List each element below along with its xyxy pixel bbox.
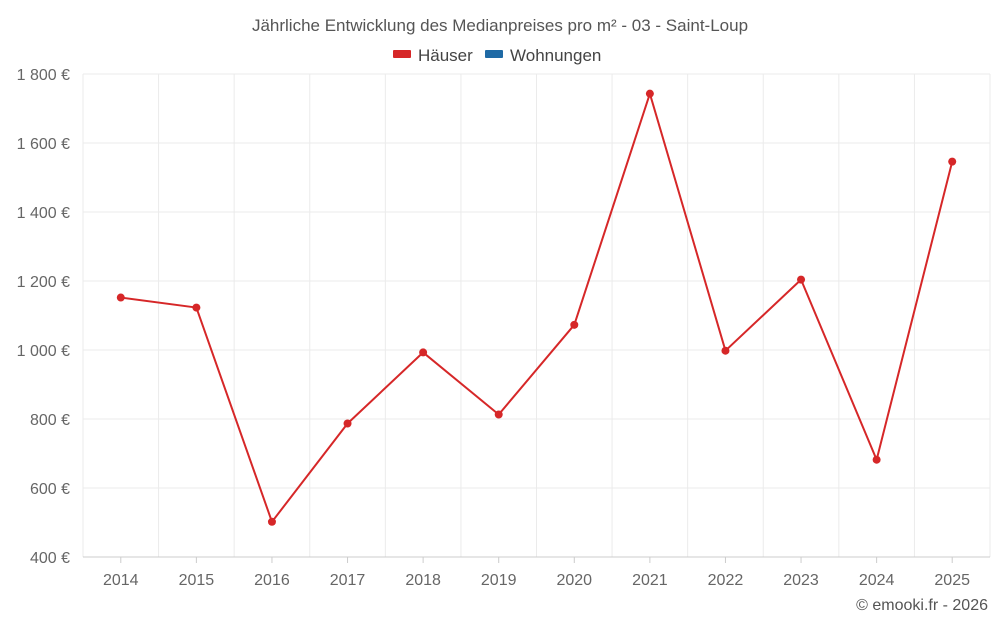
legend-item-wohnungen[interactable]: Wohnungen [485, 46, 601, 65]
legend: Häuser Wohnungen [393, 46, 601, 65]
x-axis: 2014 2015 2016 2017 2018 2019 2020 2021 2022 2023… [83, 556, 990, 589]
x-tick-label: 2016 [254, 572, 290, 589]
x-tick-label: 2024 [859, 572, 895, 589]
data-point-2025[interactable] [948, 157, 957, 166]
y-tick-label: 400 € [30, 550, 70, 567]
legend-item-haeuser[interactable]: Häuser [393, 46, 473, 65]
data-point-2016[interactable] [267, 517, 276, 526]
x-tick-label: 2018 [405, 572, 441, 589]
x-tick-label: 2017 [330, 572, 366, 589]
grid [82, 73, 991, 557]
x-tick-label: 2021 [632, 572, 668, 589]
x-tick-label: 2023 [783, 572, 819, 589]
legend-label-haeuser: Häuser [418, 46, 473, 65]
x-tick-label: 2025 [934, 572, 970, 589]
x-tick-label: 2015 [179, 572, 215, 589]
credit-text: © emooki.fr - 2026 [856, 597, 988, 614]
legend-label-wohnungen: Wohnungen [510, 46, 601, 65]
data-point-2019[interactable] [494, 410, 503, 419]
y-tick-label: 1 000 € [17, 343, 70, 360]
x-tick-label: 2020 [556, 572, 592, 589]
y-tick-label: 1 200 € [17, 274, 70, 291]
data-point-2017[interactable] [343, 419, 352, 428]
x-tick-label: 2019 [481, 572, 517, 589]
legend-swatch-wohnungen [485, 50, 503, 58]
x-tick-label: 2022 [708, 572, 744, 589]
data-point-2024[interactable] [872, 455, 881, 464]
data-point-2015[interactable] [192, 303, 201, 312]
legend-swatch-haeuser [393, 50, 411, 58]
y-tick-label: 1 600 € [17, 136, 70, 153]
data-point-2018[interactable] [419, 348, 428, 357]
data-point-2014[interactable] [116, 293, 125, 302]
y-tick-label: 800 € [30, 412, 70, 429]
y-tick-label: 600 € [30, 481, 70, 498]
data-point-2022[interactable] [721, 346, 730, 355]
series-line-haeuser [120, 92, 954, 523]
chart-title: Jährliche Entwicklung des Medianpreises … [252, 16, 748, 35]
series-haeuser [116, 89, 957, 526]
data-point-2023[interactable] [797, 275, 806, 284]
y-tick-label: 1 800 € [17, 67, 70, 84]
data-point-2021[interactable] [645, 89, 654, 98]
data-point-2020[interactable] [570, 320, 579, 329]
y-tick-label: 1 400 € [17, 205, 70, 222]
y-axis: 400 € 600 € 800 € 1 000 € 1 200 € 1 400 € 1 60… [17, 67, 70, 567]
x-tick-label: 2014 [103, 572, 139, 589]
